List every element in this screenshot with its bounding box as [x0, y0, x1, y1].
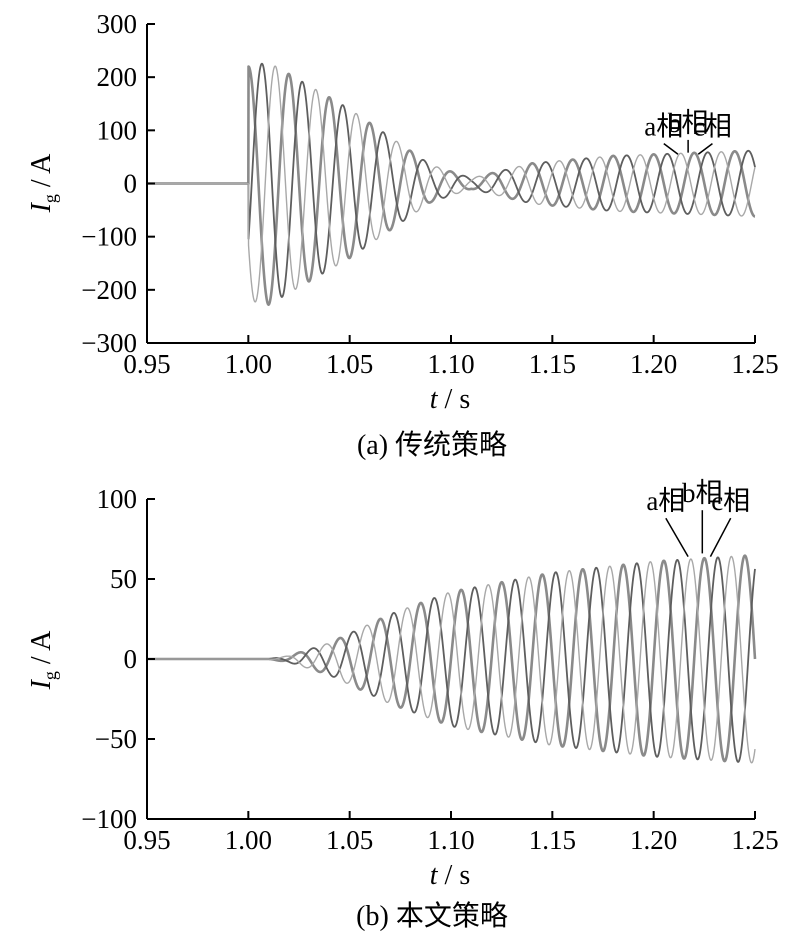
panel-b-label-phase-3: c相: [711, 486, 750, 516]
panel-a-x-tick-label: 0.95: [123, 349, 170, 379]
panel-a-y-tick-label: 200: [97, 62, 138, 92]
panel-a-series-1-line: [145, 65, 757, 307]
panel-b-x-tick-label: 1.05: [326, 825, 373, 855]
panel-b-series-3-line: [146, 555, 756, 764]
panel-a-leader-line: [663, 143, 679, 155]
panel-a-x-tick-label: 1.25: [731, 349, 778, 379]
panel-b-x-tick-label: 1.20: [630, 825, 677, 855]
panel-a-y-tick-label: −200: [81, 275, 137, 305]
panel-b-caption: (b) 本文策略: [356, 900, 508, 932]
panel-b-y-tick-label: 0: [124, 644, 138, 674]
panel-b-leader-line: [709, 517, 732, 557]
panel-a-label-phase-3: c相: [693, 112, 732, 142]
panel-b-traces: [145, 554, 757, 764]
panel-a-y-tick-label: −100: [81, 222, 137, 252]
panel-a-x-axis-title: t / s: [430, 384, 470, 415]
panel-a-leader-line: [697, 143, 713, 155]
panel-a-x-tick-label: 1.20: [630, 349, 677, 379]
panel-a-x-tick-label: 1.05: [326, 349, 373, 379]
panel-b-x-tick-label: 1.00: [225, 825, 272, 855]
panel-a-y-axis-title: Ig / A: [26, 153, 60, 214]
panel-b-x-tick-label: 1.15: [529, 825, 576, 855]
panel-b-y-tick-label: 50: [110, 564, 137, 594]
panel-a-caption: (a) 传统策略: [357, 429, 507, 461]
panel-a-x-tick-label: 1.00: [225, 349, 272, 379]
panel-b-label-phase-1: a相: [646, 486, 685, 516]
panel-b-leader-line: [665, 517, 689, 557]
panel-a-label-phase-2: b相: [668, 108, 709, 138]
panel-b-x-tick-label: 1.25: [731, 825, 778, 855]
panel-b-y-tick-label: 100: [97, 484, 138, 514]
panel-b-x-axis-title: t / s: [430, 860, 470, 891]
panel-a-y-tick-label: 0: [124, 169, 138, 199]
panel-a-x-tick-label: 1.10: [427, 349, 474, 379]
panel-b-x-tick-label: 0.95: [123, 825, 170, 855]
panel-a-series-3-line: [146, 65, 756, 303]
panel-b-x-tick-label: 1.10: [427, 825, 474, 855]
panel-b-y-tick-label: −50: [95, 724, 137, 754]
panel-a-label-phase-1: a相: [644, 112, 683, 142]
panel-a-y-tick-label: −300: [81, 328, 137, 358]
panel-a-x-tick-label: 1.15: [529, 349, 576, 379]
panel-a-y-tick-label: 300: [97, 9, 138, 39]
panel-b-label-phase-2: b相: [682, 478, 723, 508]
panel-b-y-tick-label: −100: [81, 804, 137, 834]
panel-b-y-axis-title: Ig / A: [26, 630, 60, 691]
panel-a-traces: [145, 62, 757, 307]
panel-a-y-tick-label: 100: [97, 115, 138, 145]
